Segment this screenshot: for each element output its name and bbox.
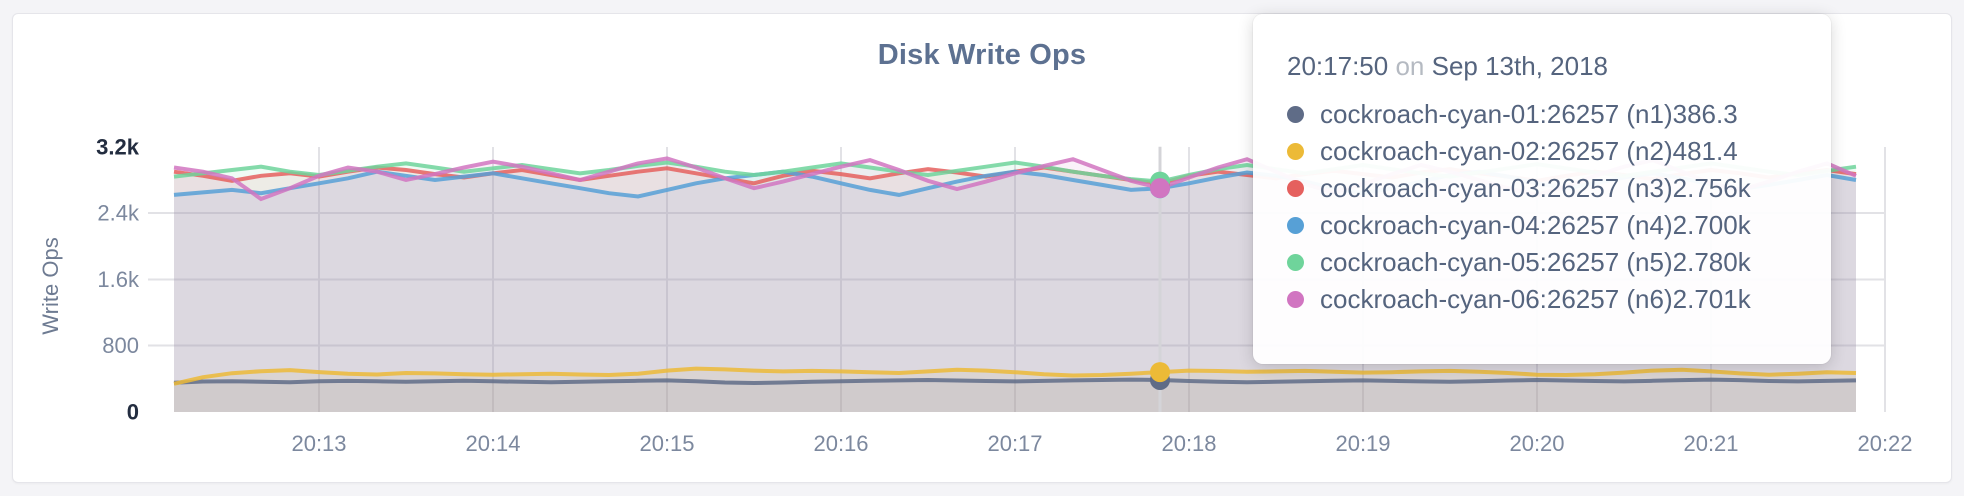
tooltip-row-n2: cockroach-cyan-02:26257 (n2) 481.4 [1287, 133, 1797, 170]
x-axis-labels: 20:13 20:14 20:15 20:16 20:17 20:18 20:19 20:20… [291, 431, 1912, 456]
series-color-dot [1287, 291, 1304, 308]
y-tick-label: 0 [127, 400, 139, 425]
y-tick-label: 800 [102, 333, 139, 358]
hover-dot-n6 [1150, 178, 1170, 199]
series-color-dot [1287, 180, 1304, 197]
tooltip-row-n5: cockroach-cyan-05:26257 (n5) 2.780k [1287, 244, 1797, 281]
series-color-dot [1287, 143, 1304, 160]
series-value: 2.780k [1672, 247, 1751, 277]
x-tick-label: 20:18 [1161, 431, 1216, 456]
series-color-dot [1287, 254, 1304, 271]
series-name: cockroach-cyan-01:26257 (n1) [1320, 99, 1673, 129]
series-line-n2 [173, 366, 1857, 386]
hover-tooltip: 20:17:50 on Sep 13th, 2018 cockroach-cya… [1253, 14, 1831, 364]
y-axis-labels: 0 800 1.6k 2.4k 3.2k [96, 134, 140, 424]
series-value: 481.4 [1672, 136, 1738, 166]
tooltip-conjunction: on [1395, 51, 1425, 81]
x-tick-label: 20:15 [639, 431, 694, 456]
series-name: cockroach-cyan-02:26257 (n2) [1320, 136, 1673, 166]
x-tick-label: 20:13 [291, 431, 346, 456]
x-tick-label: 20:16 [813, 431, 868, 456]
y-tick-label: 1.6k [97, 267, 140, 292]
hover-guideline-group [1150, 146, 1170, 412]
series-name: cockroach-cyan-04:26257 (n4) [1320, 210, 1673, 240]
x-tick-label: 20:19 [1335, 431, 1390, 456]
series-color-dot [1287, 106, 1304, 123]
tooltip-row-n4: cockroach-cyan-04:26257 (n4) 2.700k [1287, 207, 1797, 244]
hover-dot-n2 [1150, 362, 1170, 383]
tooltip-row-n6: cockroach-cyan-06:26257 (n6) 2.701k [1287, 281, 1797, 318]
x-tick-label: 20:14 [465, 431, 520, 456]
x-tick-label: 20:21 [1683, 431, 1738, 456]
chart-card: 0 800 1.6k 2.4k 3.2k 20:13 20:14 20:15 20:16 20:… [12, 13, 1952, 483]
series-area-n2 [174, 368, 1856, 412]
tooltip-row-n3: cockroach-cyan-03:26257 (n3) 2.756k [1287, 170, 1797, 207]
x-tick-label: 20:20 [1509, 431, 1564, 456]
x-tick-label: 20:17 [987, 431, 1042, 456]
series-value: 386.3 [1672, 99, 1738, 129]
series-value: 2.700k [1672, 210, 1751, 240]
series-value: 2.756k [1672, 173, 1751, 203]
series-line-n1 [173, 377, 1857, 386]
tooltip-header: 20:17:50 on Sep 13th, 2018 [1287, 48, 1797, 84]
x-tick-label: 20:22 [1857, 431, 1912, 456]
tooltip-time: 20:17:50 [1287, 51, 1389, 81]
y-tick-label: 3.2k [96, 134, 140, 159]
series-name: cockroach-cyan-05:26257 (n5) [1320, 247, 1673, 277]
series-name: cockroach-cyan-06:26257 (n6) [1320, 284, 1673, 314]
series-area-n1 [174, 379, 1856, 412]
series-color-dot [1287, 217, 1304, 234]
y-tick-label: 2.4k [97, 201, 140, 226]
y-axis-title: Write Ops [38, 237, 63, 334]
series-value: 2.701k [1672, 284, 1751, 314]
chart-title: Disk Write Ops [877, 39, 1087, 71]
tooltip-row-n1: cockroach-cyan-01:26257 (n1) 386.3 [1287, 96, 1797, 133]
tooltip-rows: cockroach-cyan-01:26257 (n1) 386.3 cockroa… [1287, 96, 1797, 318]
series-name: cockroach-cyan-03:26257 (n3) [1320, 173, 1673, 203]
tooltip-date: Sep 13th, 2018 [1431, 51, 1608, 81]
